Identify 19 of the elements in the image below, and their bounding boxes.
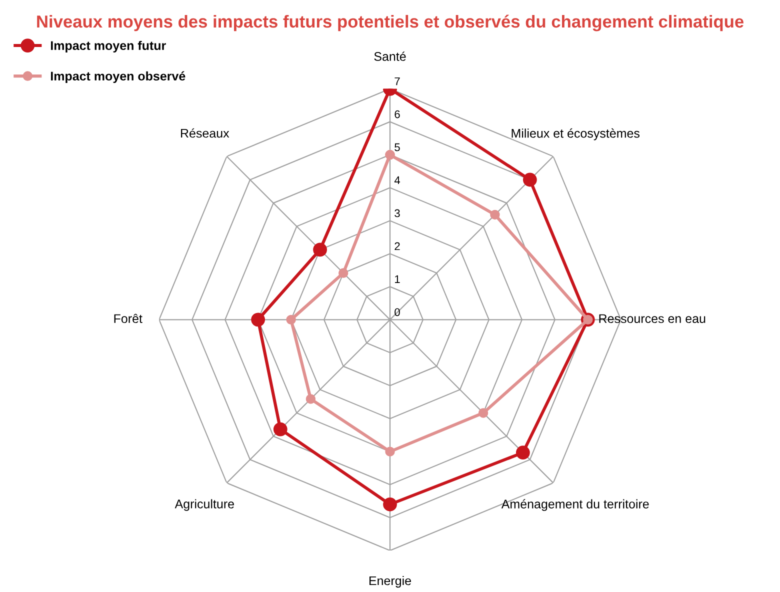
y-tick-label: 2 (394, 242, 400, 250)
y-tick-label: 7 (394, 77, 400, 86)
spoke-label: Forêt (114, 314, 142, 324)
y-tick-label: 3 (394, 209, 400, 218)
y-tick-label: 0 (394, 308, 400, 316)
y-tick-label: 6 (394, 110, 400, 118)
spoke-label: Aménagement du territoire (501, 499, 649, 511)
legend-label: Impact moyen futur (50, 40, 166, 52)
chart-title: Niveaux moyens des impacts futurs potentiels et observés du changement climatique (37, 14, 744, 32)
y-tick-label: 5 (394, 143, 400, 152)
spoke-label: Ressources en eau (599, 314, 706, 324)
spoke-label: Milieux et écosystèmes (512, 128, 640, 140)
y-tick-label: 1 (395, 275, 400, 284)
spoke-label: Energie (369, 576, 411, 588)
spoke-label: Réseaux (181, 128, 230, 138)
spoke-label: Agriculture (174, 499, 234, 511)
spoke-label: Santé (374, 52, 406, 61)
legend-label: Impact moyen observé (50, 71, 186, 84)
y-tick-label: 4 (394, 176, 400, 184)
